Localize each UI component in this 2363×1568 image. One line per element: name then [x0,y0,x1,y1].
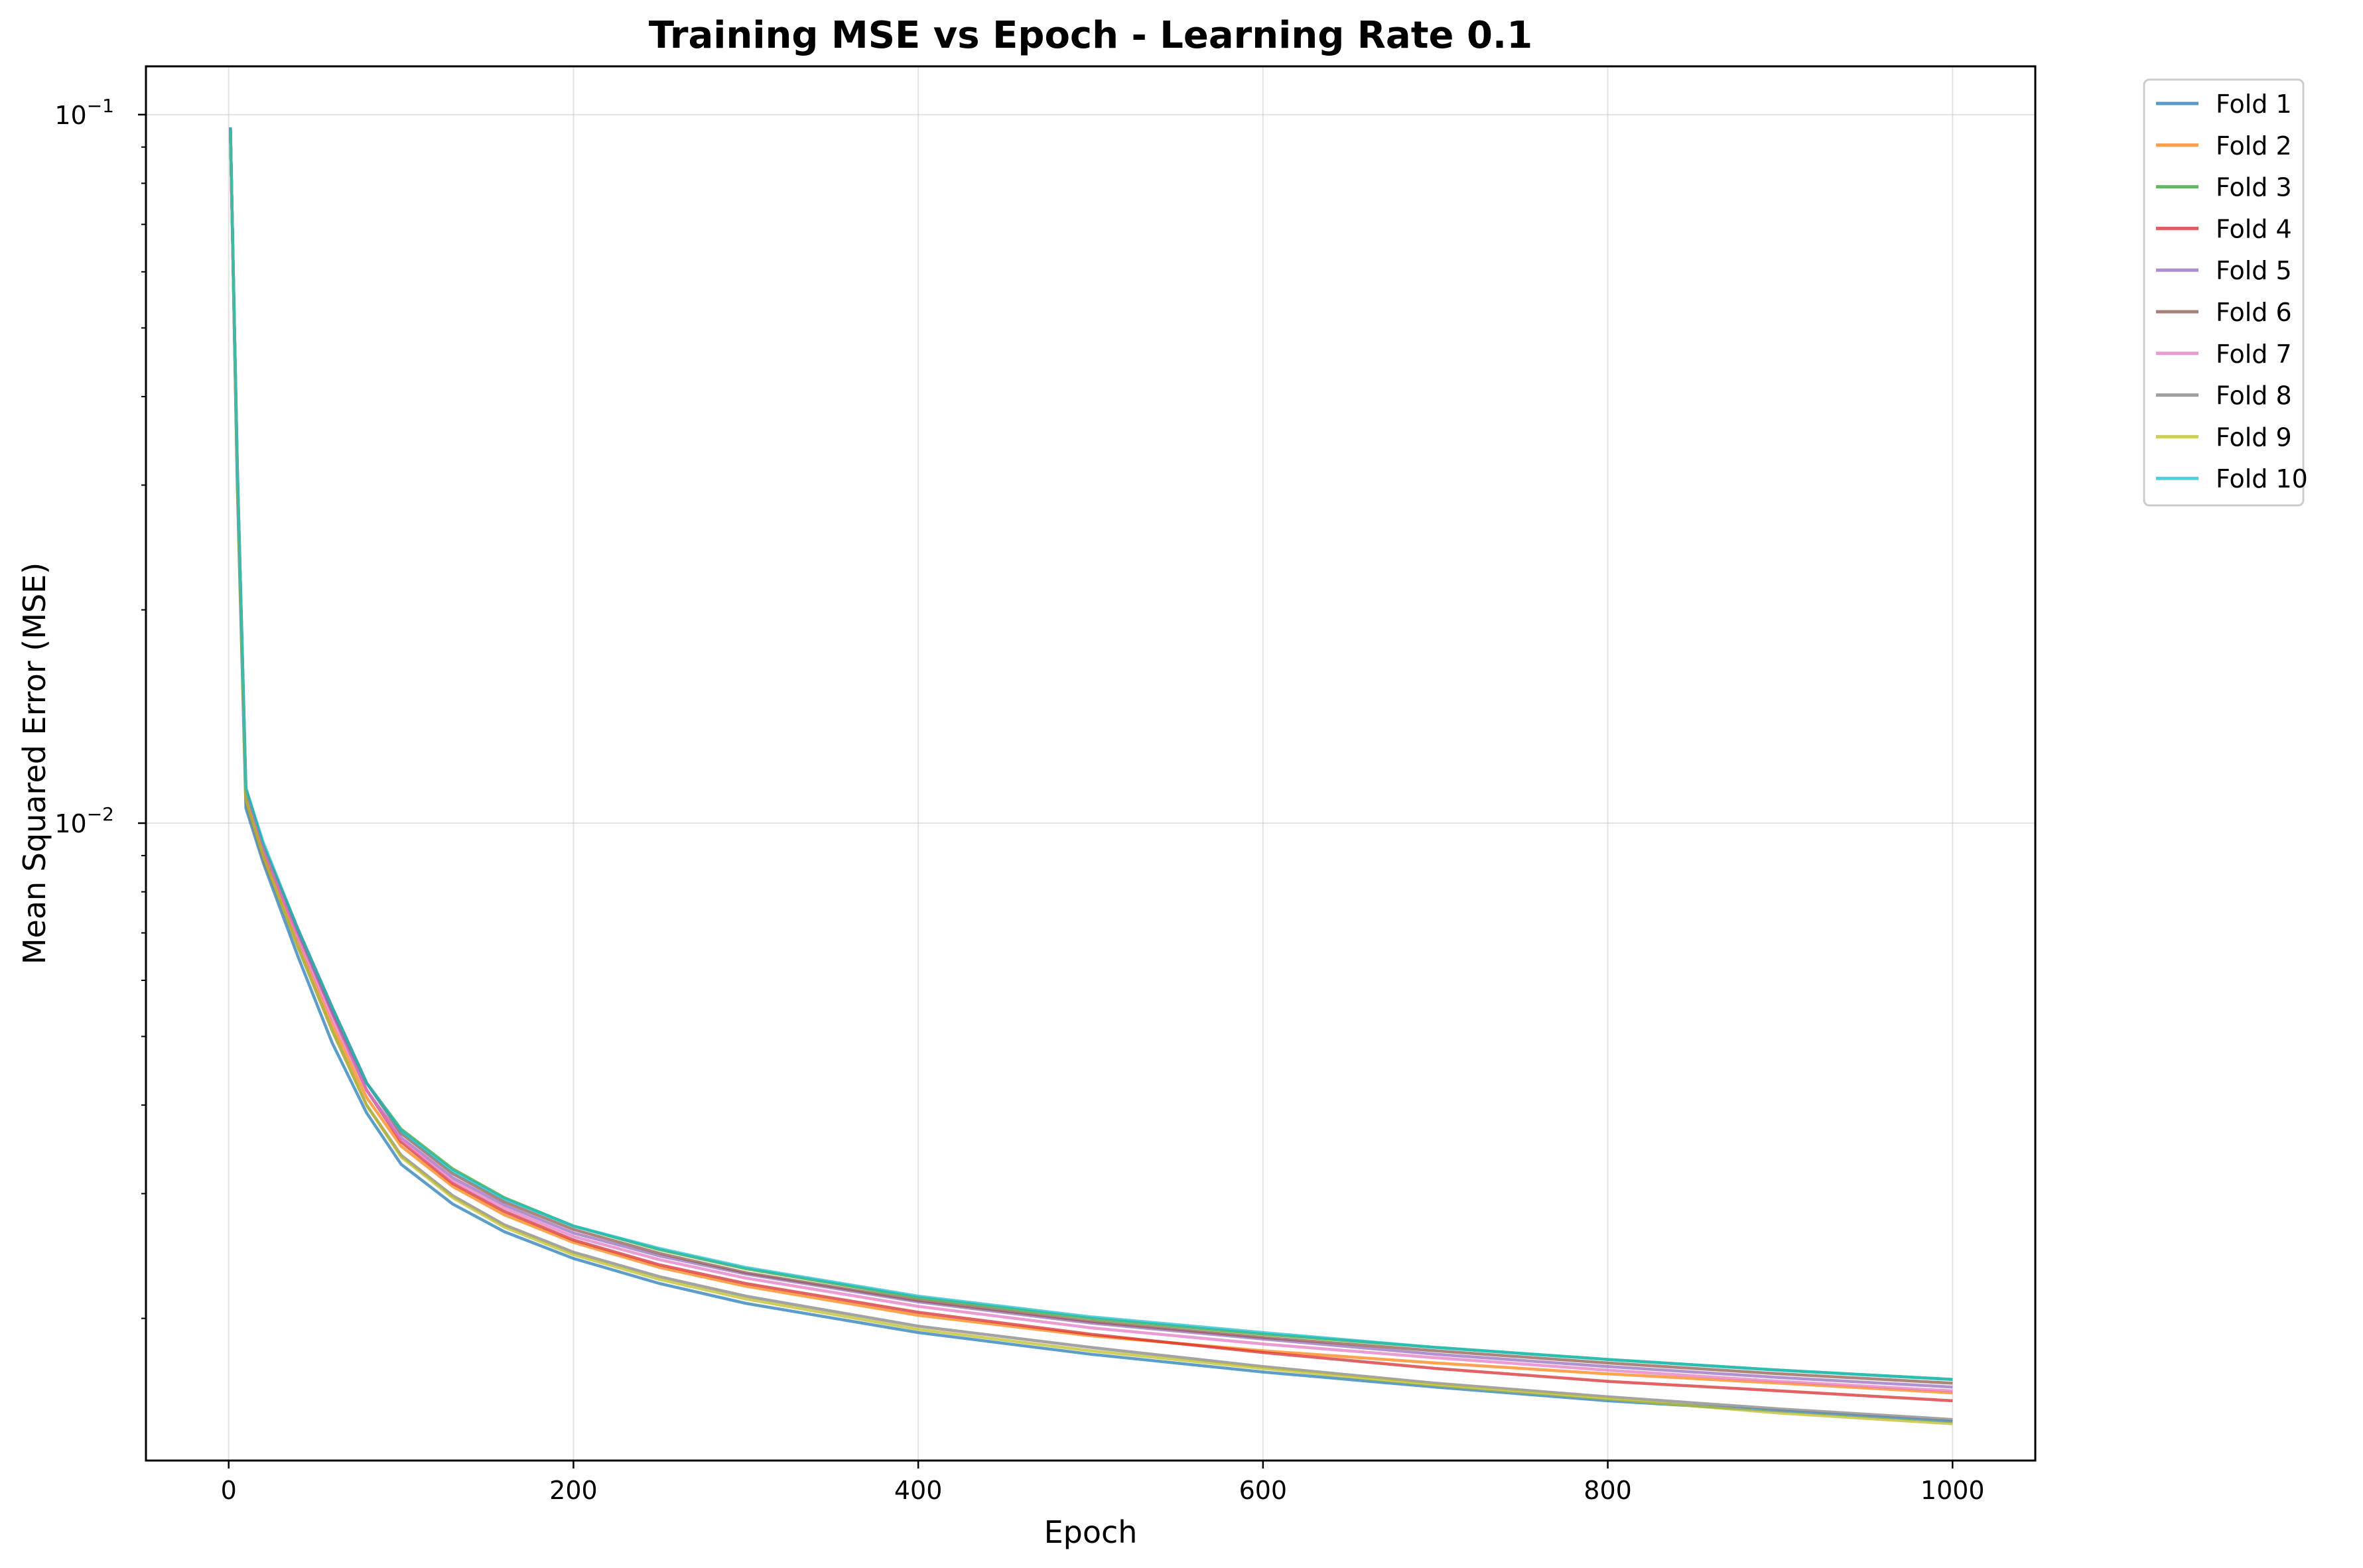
chart-title: Training MSE vs Epoch - Learning Rate 0.… [649,14,1532,57]
x-tick-label: 800 [1584,1476,1632,1505]
x-tick-label: 600 [1239,1476,1288,1505]
x-axis-label: Epoch [1044,1514,1138,1550]
y-axis-label: Mean Squared Error (MSE) [17,562,52,964]
x-tick-label: 1000 [1921,1476,1985,1505]
legend-label: Fold 3 [2216,173,2292,202]
legend-label: Fold 8 [2216,381,2292,411]
y-tick-base: 10 [54,101,86,130]
legend-label: Fold 2 [2216,131,2292,161]
legend-label: Fold 9 [2216,423,2292,452]
legend-label: Fold 7 [2216,340,2292,369]
y-axis-ticks: 10−110−2 [54,95,146,1319]
x-tick-label: 200 [549,1476,598,1505]
y-tick-exponent: −1 [87,95,114,117]
legend-label: Fold 10 [2216,464,2308,493]
x-tick-label: 400 [894,1476,943,1505]
y-tick-label: 10−2 [54,803,114,838]
y-tick-base: 10 [54,809,86,838]
series-line-fold-10 [229,129,1953,1381]
plot-area-frame [145,65,2037,1462]
y-tick-exponent: −2 [87,803,114,825]
legend-label: Fold 5 [2216,256,2292,285]
series-line-fold-9 [229,130,1953,1425]
x-axis-ticks: 0 200 400 600 800 1000 [221,1461,1985,1505]
y-tick-label: 10−1 [54,95,114,130]
series-line-fold-1 [229,127,1953,1423]
legend-label: Fold 1 [2216,90,2292,119]
grid-lines [146,66,2035,1461]
legend-label: Fold 6 [2216,298,2292,327]
x-tick-label: 0 [221,1476,237,1505]
legend-label: Fold 4 [2216,214,2292,243]
series-lines [229,127,1953,1425]
legend: Fold 1 Fold 2 Fold 3 Fold 4 Fold 5 Fold 6 Fold… [2143,78,2308,507]
series-line-fold-7 [229,131,1953,1393]
